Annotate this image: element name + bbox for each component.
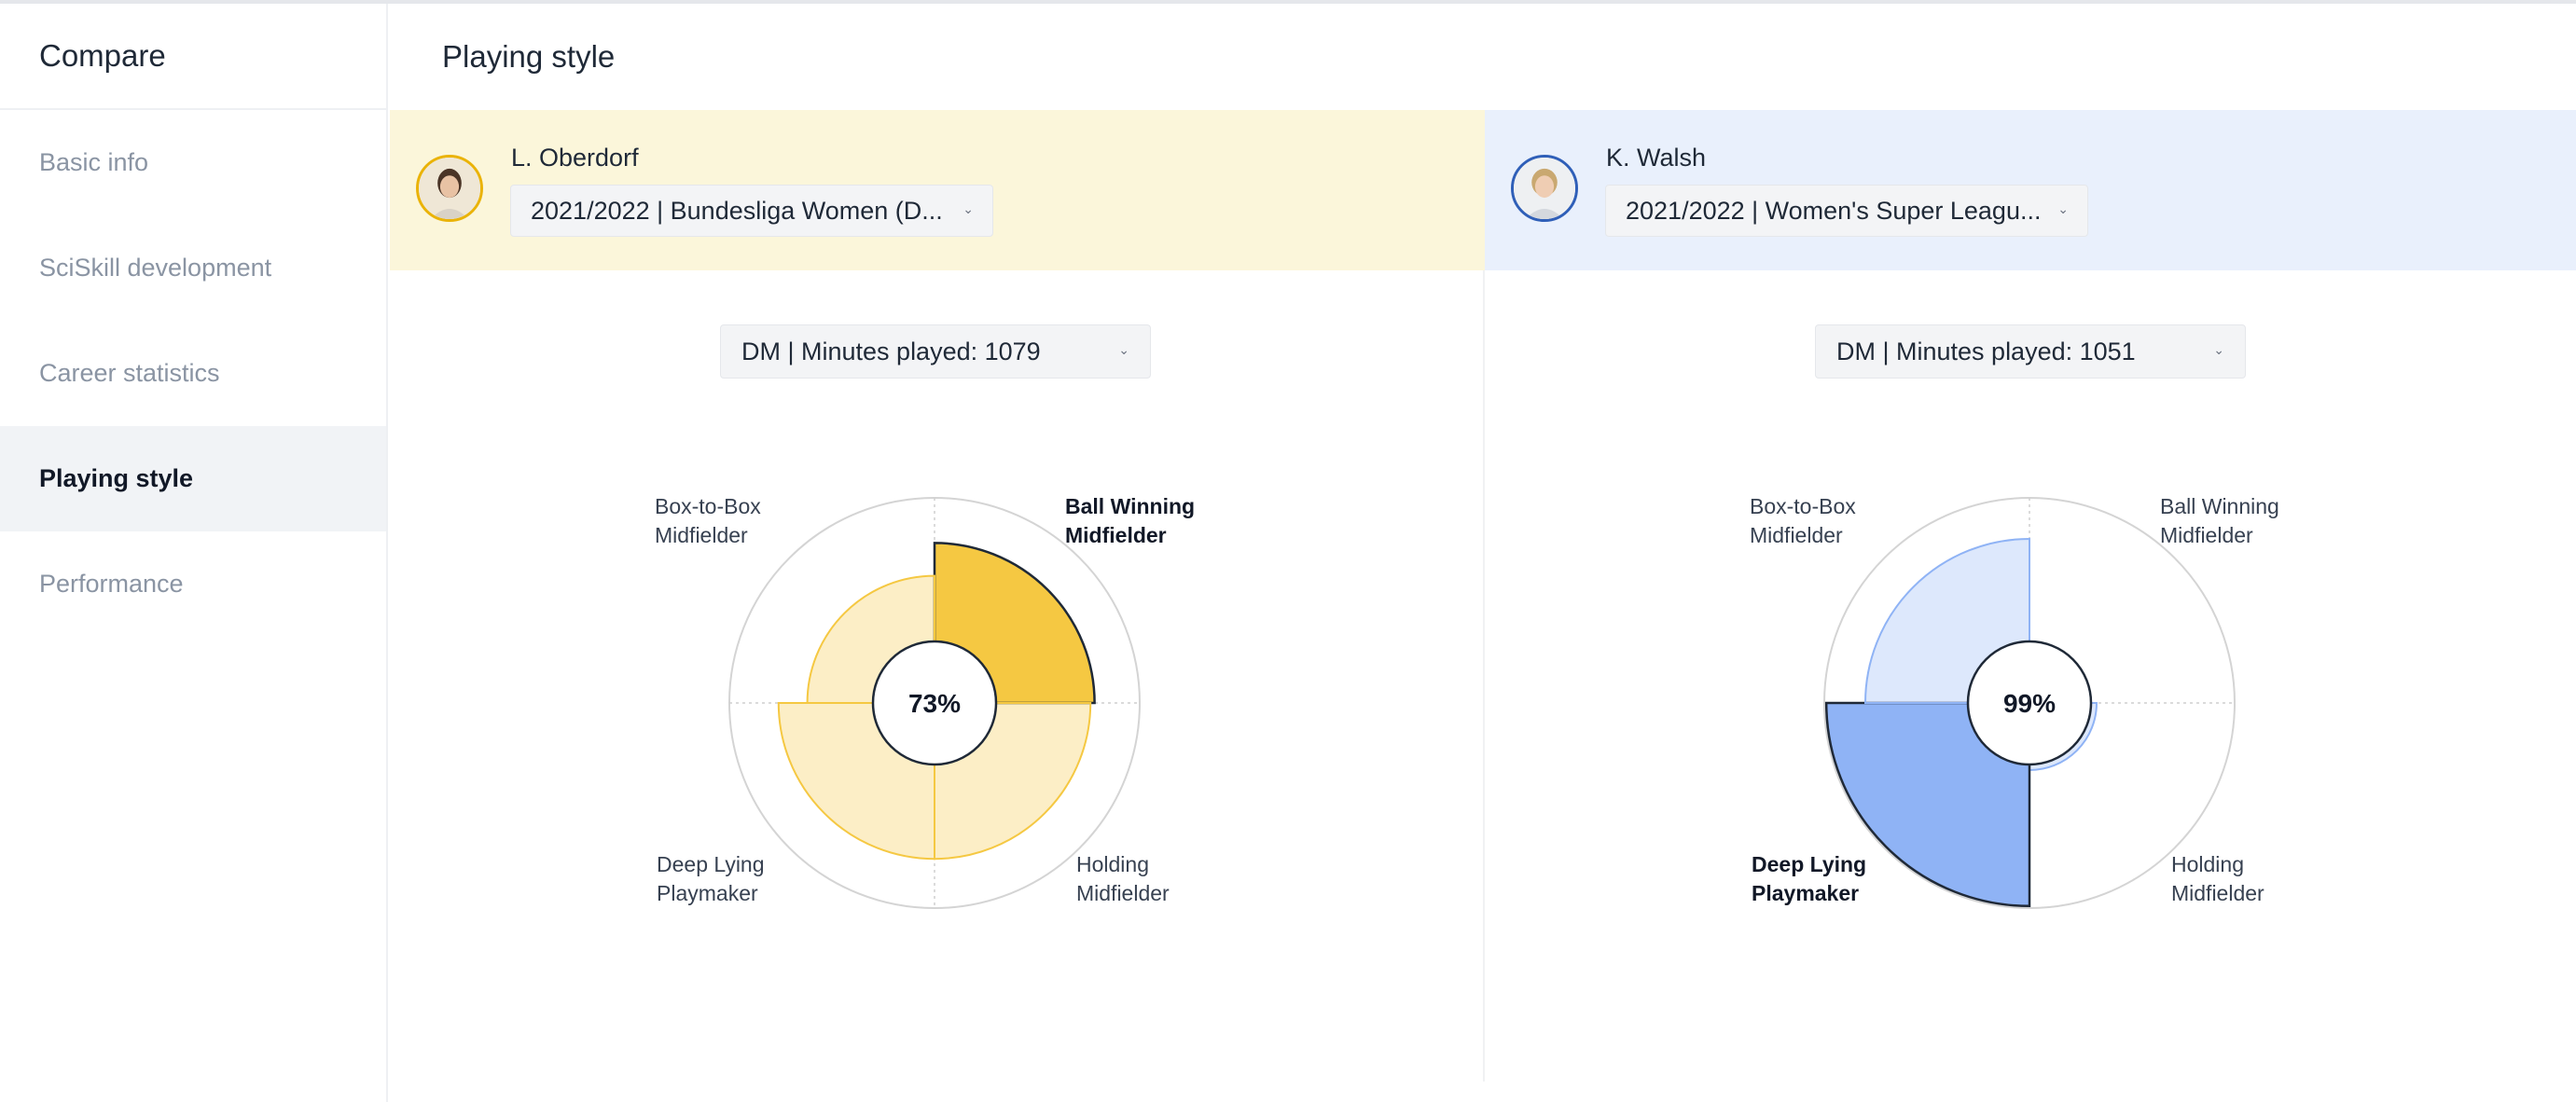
chevron-down-icon: ⌄ — [1118, 342, 1129, 357]
sidebar-item-playing-style[interactable]: Playing style — [0, 426, 386, 531]
role-label-deep-lying: Deep Lying Playmaker — [1752, 852, 1867, 905]
season-league-value: 2021/2022 | Bundesliga Women (D... — [531, 196, 943, 225]
column-divider — [1483, 270, 1485, 1081]
page-title: Playing style — [442, 39, 616, 74]
player-avatar-icon — [1514, 158, 1575, 219]
sidebar-item-performance[interactable]: Performance — [39, 570, 184, 598]
chevron-down-icon: ⌄ — [2057, 201, 2069, 216]
player-name: L. Oberdorf — [511, 144, 639, 172]
sidebar-item-career-statistics[interactable]: Career statistics — [39, 359, 220, 387]
chevron-down-icon: ⌄ — [2213, 342, 2224, 357]
role-label-box-to-box: Box-to-Box Midfielder — [1750, 494, 1856, 547]
role-label-ball-winning: Ball Winning Midfielder — [2160, 494, 2279, 547]
season-league-select[interactable]: 2021/2022 | Women's Super Leagu... ⌄ — [1605, 185, 2088, 237]
playing-style-chart: 99% Box-to-Box Midfielder Ball Winning M… — [1750, 479, 2309, 945]
main-content: Playing style L. Oberdorf 2021/2022 | Bu… — [390, 4, 2576, 1102]
sidebar-item-sciskill-development[interactable]: SciSkill development — [39, 254, 272, 282]
position-minutes-value: DM | Minutes played: 1051 — [1836, 337, 2136, 365]
season-league-select[interactable]: 2021/2022 | Bundesliga Women (D... ⌄ — [510, 185, 993, 237]
position-minutes-value: DM | Minutes played: 1079 — [741, 337, 1041, 365]
top-border — [0, 0, 2576, 4]
playing-style-chart-svg: 73% — [728, 497, 1141, 909]
player-avatar — [1511, 155, 1578, 222]
position-minutes-select[interactable]: DM | Minutes played: 1051 ⌄ — [1815, 324, 2246, 379]
sidebar-item-basic-info[interactable]: Basic info — [39, 148, 149, 176]
playing-style-chart: 73% Box-to-Box Midfielder Ball Winning M… — [655, 479, 1214, 945]
center-value: 73% — [908, 689, 961, 718]
sidebar: Compare Basic info SciSkill development … — [0, 4, 388, 1102]
center-circle — [871, 640, 998, 766]
position-minutes-select[interactable]: DM | Minutes played: 1079 ⌄ — [720, 324, 1151, 379]
chevron-down-icon: ⌄ — [963, 201, 974, 216]
chart-wedge-deep-lying-playmaker — [1824, 701, 2031, 908]
player-name: K. Walsh — [1606, 144, 1707, 172]
role-label-deep-lying: Deep Lying Playmaker — [657, 852, 765, 905]
role-label-holding: Holding Midfielder — [2171, 852, 2264, 905]
role-label-ball-winning: Ball Winning Midfielder — [1065, 494, 1196, 547]
role-label-holding: Holding Midfielder — [1076, 852, 1170, 905]
player-avatar — [416, 155, 483, 222]
season-league-value: 2021/2022 | Women's Super Leagu... — [1626, 196, 2042, 225]
player-header-left: L. Oberdorf 2021/2022 | Bundesliga Women… — [390, 110, 1485, 270]
player-avatar-icon — [419, 158, 480, 219]
center-value: 99% — [2003, 689, 2056, 718]
playing-style-chart-svg: 99% — [1823, 497, 2236, 909]
player-header-right: K. Walsh 2021/2022 | Women's Super Leagu… — [1485, 110, 2576, 270]
role-label-box-to-box: Box-to-Box Midfielder — [655, 494, 761, 547]
sidebar-title: Compare — [0, 4, 386, 110]
center-circle — [1966, 640, 2093, 766]
